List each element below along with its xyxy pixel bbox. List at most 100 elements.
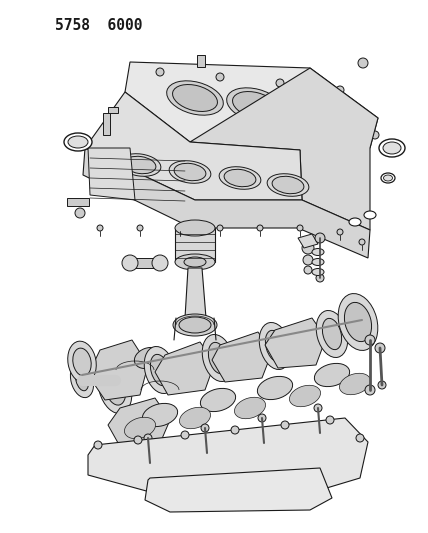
Ellipse shape [91,153,119,173]
Ellipse shape [259,322,291,369]
Ellipse shape [174,163,206,181]
Circle shape [314,404,322,412]
Circle shape [365,385,375,395]
Ellipse shape [265,330,285,361]
Circle shape [316,274,324,282]
Circle shape [304,266,312,274]
Ellipse shape [134,348,162,368]
Ellipse shape [166,81,223,115]
Circle shape [351,144,359,152]
Circle shape [356,434,364,442]
Ellipse shape [315,364,350,386]
Ellipse shape [64,133,92,151]
Ellipse shape [383,142,401,154]
Ellipse shape [98,362,132,414]
Ellipse shape [73,348,91,376]
Ellipse shape [124,156,156,174]
Ellipse shape [349,218,361,226]
Bar [103,113,110,135]
Circle shape [257,225,263,231]
Polygon shape [85,92,302,200]
Ellipse shape [144,346,176,393]
Polygon shape [88,340,148,400]
Polygon shape [108,398,170,450]
Ellipse shape [184,257,206,267]
Ellipse shape [179,407,211,429]
Ellipse shape [312,259,324,265]
Ellipse shape [175,254,215,270]
Ellipse shape [312,269,324,276]
Bar [67,198,89,206]
Bar [197,55,205,67]
Ellipse shape [297,329,324,351]
Circle shape [137,225,143,231]
Ellipse shape [383,175,392,181]
Bar [108,107,118,113]
Circle shape [258,414,266,422]
Polygon shape [212,332,272,382]
Polygon shape [88,418,368,492]
Ellipse shape [208,342,228,374]
Ellipse shape [68,341,96,383]
Circle shape [315,233,325,243]
Circle shape [152,255,168,271]
Circle shape [371,131,379,139]
Ellipse shape [235,397,265,419]
Circle shape [303,255,313,265]
Ellipse shape [322,318,342,350]
Circle shape [122,255,138,271]
Ellipse shape [339,373,371,395]
Ellipse shape [257,376,293,400]
Circle shape [378,381,386,389]
Circle shape [181,431,189,439]
Ellipse shape [272,176,304,193]
Ellipse shape [232,92,277,118]
Ellipse shape [200,389,236,411]
Polygon shape [125,62,378,148]
Ellipse shape [294,100,336,124]
Bar [130,258,160,268]
Ellipse shape [104,371,126,405]
Text: 5758  6000: 5758 6000 [55,18,143,33]
Ellipse shape [119,154,161,176]
Circle shape [337,229,343,235]
Circle shape [156,68,164,76]
Ellipse shape [187,350,214,370]
Circle shape [94,441,102,449]
Polygon shape [175,228,215,262]
Ellipse shape [96,157,114,169]
Circle shape [375,343,385,353]
Ellipse shape [224,169,256,187]
Ellipse shape [312,248,324,255]
Ellipse shape [125,417,155,439]
Circle shape [336,86,344,94]
Circle shape [276,79,284,87]
Circle shape [201,424,209,432]
Ellipse shape [70,362,94,398]
Polygon shape [155,342,215,395]
Ellipse shape [316,311,348,358]
Ellipse shape [364,211,376,219]
Ellipse shape [381,173,395,183]
Ellipse shape [150,354,169,386]
Circle shape [97,225,103,231]
Ellipse shape [288,96,342,128]
Polygon shape [265,318,326,368]
Circle shape [326,416,334,424]
Ellipse shape [143,403,178,426]
Circle shape [177,225,183,231]
Ellipse shape [172,85,217,111]
Ellipse shape [219,167,261,189]
Ellipse shape [76,369,89,391]
Circle shape [365,335,375,345]
Circle shape [358,58,368,68]
Circle shape [231,426,239,434]
Circle shape [281,421,289,429]
Ellipse shape [338,294,378,350]
Ellipse shape [173,314,217,336]
Circle shape [144,434,152,442]
Ellipse shape [179,317,211,333]
Polygon shape [185,268,206,318]
Polygon shape [83,148,370,258]
Polygon shape [145,468,332,512]
